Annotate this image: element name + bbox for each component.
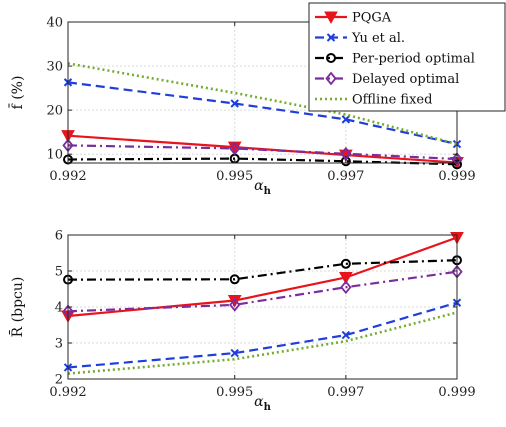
- x-tick-label: 0.997: [327, 385, 364, 400]
- y-tick-label: 40: [46, 16, 63, 31]
- data-point: [229, 141, 241, 156]
- data-point: [230, 99, 239, 108]
- legend-label: Per-period optimal: [352, 52, 475, 67]
- data-point: [230, 348, 239, 358]
- y-tick-label: 10: [46, 148, 63, 163]
- legend-item-per-period-optimal: Per-period optimal: [315, 52, 475, 67]
- x-tick-label: 0.992: [49, 385, 86, 400]
- series-line: [67, 81, 458, 146]
- legend-label: PQGA: [352, 11, 392, 26]
- x-tick-label: 0.992: [49, 169, 86, 184]
- data-point: [340, 258, 351, 269]
- series-offline-fixed: [67, 62, 458, 146]
- series-line: [67, 157, 458, 166]
- y-tick-label: 30: [46, 60, 63, 75]
- legend-marker: [324, 11, 338, 25]
- plot-area: [68, 235, 457, 379]
- x-axis-label-main: α: [254, 178, 264, 194]
- x-axis-label-main: α: [254, 394, 264, 410]
- series-line: [67, 259, 458, 281]
- x-axis-label-sub: h: [264, 402, 272, 413]
- x-tick-label: 0.997: [327, 169, 364, 184]
- legend-item-offline-fixed: Offline fixed: [315, 93, 432, 108]
- data-point: [451, 152, 463, 166]
- y-tick-label: 5: [55, 265, 63, 280]
- y-axis-label: f̄ (%): [8, 76, 26, 110]
- x-tick-label: 0.995: [216, 169, 253, 184]
- series-line: [67, 301, 458, 369]
- data-point: [229, 297, 241, 312]
- y-tick-label: 3: [55, 337, 63, 352]
- legend-label: Offline fixed: [352, 93, 432, 108]
- x-axis-label-sub: h: [264, 186, 272, 197]
- y-tick-label: 20: [46, 104, 63, 119]
- data-point: [341, 115, 351, 124]
- legend-marker: [326, 53, 336, 63]
- legend: PQGA Yu et al. Per-period optimal Delayed o…: [308, 2, 506, 112]
- legend-item-yu-et-al-: Yu et al.: [315, 31, 405, 46]
- series-yu-et-al-: [63, 78, 462, 149]
- data-point: [340, 280, 352, 295]
- data-point: [229, 274, 240, 285]
- y-tick-label: 4: [55, 301, 63, 316]
- chart-panel-1: 0.992 0.995 0.997 0.999 10 20 30 40 αh f̄ (%) PQGA…: [8, 2, 506, 197]
- y-tick-label: 2: [55, 373, 63, 388]
- legend-item-delayed-optimal: Delayed optimal: [315, 71, 459, 87]
- data-point: [339, 271, 353, 285]
- series-line: [67, 270, 458, 313]
- x-tick-label: 0.999: [438, 385, 475, 400]
- data-point: [340, 156, 351, 167]
- x-axis-label: αh: [254, 178, 271, 197]
- series-line: [67, 62, 458, 146]
- legend-item-pqga: PQGA: [315, 11, 392, 26]
- x-axis-label: αh: [254, 394, 271, 413]
- legend-label: Yu et al.: [351, 31, 405, 46]
- x-tick-label: 0.999: [438, 169, 475, 184]
- series-line: [67, 144, 458, 161]
- legend-marker: [325, 71, 337, 86]
- x-tick-label: 0.995: [216, 385, 253, 400]
- legend-label: Delayed optimal: [352, 72, 459, 87]
- y-tick-label: 6: [55, 229, 63, 244]
- chart-panel-2: 0.992 0.995 0.997 0.999 2 3 4 5 6 αh R̄ (bpcu): [8, 229, 475, 414]
- data-point: [341, 330, 351, 340]
- data-point: [227, 295, 242, 308]
- y-axis-label: R̄ (bpcu): [8, 277, 26, 338]
- legend-marker: [326, 33, 336, 42]
